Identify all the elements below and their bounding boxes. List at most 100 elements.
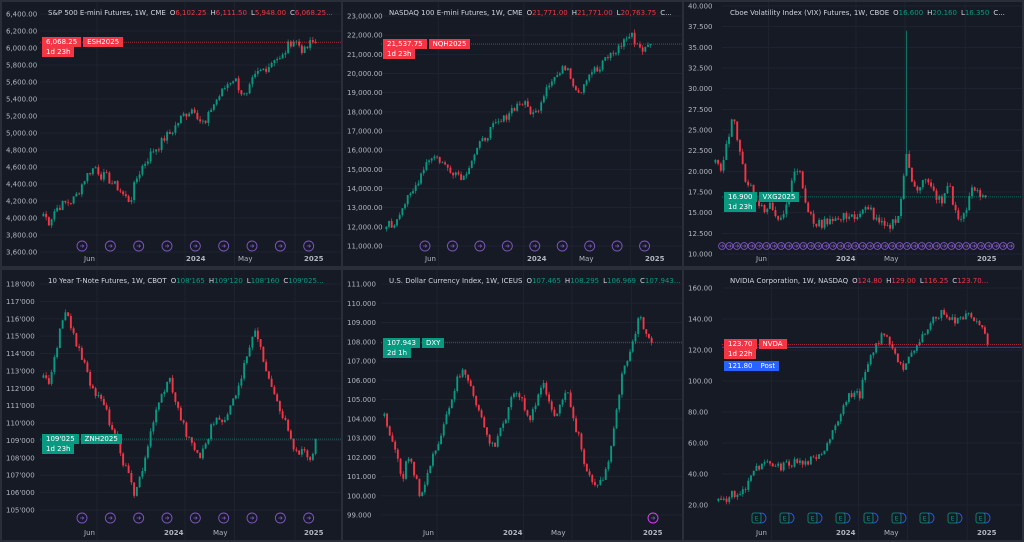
event-marker[interactable] — [888, 242, 897, 250]
event-marker[interactable] — [932, 242, 941, 250]
event-marker[interactable] — [161, 240, 173, 252]
event-marker[interactable] — [792, 242, 800, 250]
symbol-header[interactable]: S&P 500 E-mini Futures, 1W, CME O6,102.25… — [48, 9, 333, 17]
earnings-marker[interactable]: E — [779, 512, 795, 524]
event-marker[interactable] — [104, 512, 116, 524]
earnings-marker[interactable]: E — [751, 512, 767, 524]
earnings-marker[interactable]: E — [835, 512, 851, 524]
event-marker[interactable] — [584, 240, 596, 252]
event-marker[interactable] — [851, 242, 860, 250]
event-marker[interactable] — [821, 242, 830, 250]
event-marker[interactable] — [133, 512, 145, 524]
event-marker[interactable] — [303, 240, 315, 252]
event-marker[interactable] — [747, 242, 756, 250]
event-marker[interactable] — [954, 242, 963, 250]
chart-canvas[interactable]: 6,400.00 6,200.00 6,000.00 5,800.00 5,600.00… — [2, 2, 341, 266]
event-marker[interactable] — [784, 242, 793, 250]
event-marker[interactable] — [133, 240, 145, 252]
event-marker[interactable] — [419, 240, 431, 252]
event-marker[interactable] — [873, 242, 882, 250]
candle — [537, 109, 540, 114]
event-marker[interactable] — [977, 242, 985, 250]
event-marker[interactable] — [161, 512, 173, 524]
symbol-header[interactable]: Cboe Volatility Index (VIX) Futures, 1W,… — [730, 9, 1005, 17]
event-marker[interactable] — [769, 242, 778, 250]
chart-panel-nq[interactable]: 23,000.00 22,000.00 21,000.00 20,000.00 19,0… — [343, 2, 682, 266]
event-marker[interactable] — [76, 240, 88, 252]
earnings-marker[interactable]: E — [807, 512, 823, 524]
event-marker[interactable] — [474, 240, 486, 252]
event-marker[interactable] — [777, 242, 786, 250]
event-marker[interactable] — [218, 240, 230, 252]
symbol-header[interactable]: NASDAQ 100 E-mini Futures, 1W, CME O21,77… — [389, 9, 672, 17]
event-marker[interactable] — [218, 512, 230, 524]
chart-panel-vix[interactable]: 40.000 37.500 35.000 32.500 30.000 27.500 25.0… — [684, 2, 1022, 266]
event-marker[interactable] — [991, 242, 1000, 250]
chart-panel-dxy[interactable]: 111.000 110.000 109.000 108.000 107.000 106.0… — [343, 270, 682, 540]
chart-canvas[interactable]: 40.000 37.500 35.000 32.500 30.000 27.500 25.0… — [684, 2, 1022, 266]
symbol-header[interactable]: NVIDIA Corporation, 1W, NASDAQ O124.80 H12… — [730, 277, 988, 285]
event-marker[interactable] — [866, 242, 874, 250]
event-marker[interactable] — [189, 512, 201, 524]
event-marker[interactable] — [814, 242, 823, 250]
event-marker[interactable] — [274, 240, 286, 252]
event-marker[interactable] — [903, 242, 911, 250]
earnings-marker[interactable]: E — [975, 512, 991, 524]
event-marker[interactable] — [910, 242, 919, 250]
event-marker[interactable] — [940, 242, 948, 250]
event-marker[interactable] — [1006, 242, 1015, 250]
event-marker[interactable] — [639, 240, 651, 252]
chart-canvas[interactable]: 23,000.00 22,000.00 21,000.00 20,000.00 19,0… — [343, 2, 682, 266]
chart-panel-es[interactable]: 6,400.00 6,200.00 6,000.00 5,800.00 5,600.00… — [2, 2, 341, 266]
event-marker[interactable] — [647, 512, 659, 524]
event-marker[interactable] — [799, 242, 808, 250]
event-marker[interactable] — [274, 512, 286, 524]
event-marker[interactable] — [611, 240, 623, 252]
earnings-marker[interactable]: E — [947, 512, 963, 524]
event-marker[interactable] — [501, 240, 513, 252]
chart-canvas[interactable]: 118'000 117'000 116'000 115'000 114'000 113'0… — [2, 270, 341, 540]
event-marker[interactable] — [858, 242, 867, 250]
event-marker[interactable] — [836, 242, 845, 250]
candle — [940, 309, 943, 321]
chart-canvas[interactable]: 111.000 110.000 109.000 108.000 107.000 106.0… — [343, 270, 682, 540]
earnings-marker[interactable]: E — [919, 512, 935, 524]
event-marker[interactable] — [917, 242, 926, 250]
event-marker[interactable] — [725, 242, 734, 250]
event-marker[interactable] — [762, 242, 771, 250]
earnings-marker[interactable]: E — [891, 512, 907, 524]
candle — [888, 336, 891, 347]
earnings-marker[interactable]: E — [863, 512, 879, 524]
event-marker[interactable] — [829, 242, 837, 250]
event-marker[interactable] — [925, 242, 934, 250]
chart-panel-zn[interactable]: 118'000 117'000 116'000 115'000 114'000 113'0… — [2, 270, 341, 540]
event-marker[interactable] — [962, 242, 971, 250]
event-marker[interactable] — [529, 240, 541, 252]
chart-panel-nvda[interactable]: 160.00 140.00 120.00 100.00 80.00 60.00 40.00 2… — [684, 270, 1022, 540]
event-marker[interactable] — [999, 242, 1008, 250]
event-marker[interactable] — [446, 240, 458, 252]
candle — [267, 371, 270, 380]
event-marker[interactable] — [984, 242, 993, 250]
event-marker[interactable] — [718, 242, 726, 250]
event-marker[interactable] — [303, 512, 315, 524]
event-marker[interactable] — [806, 242, 815, 250]
event-marker[interactable] — [740, 242, 749, 250]
event-marker[interactable] — [76, 512, 88, 524]
event-marker[interactable] — [732, 242, 741, 250]
event-marker[interactable] — [246, 240, 258, 252]
event-marker[interactable] — [969, 242, 978, 250]
event-marker[interactable] — [246, 512, 258, 524]
event-marker[interactable] — [895, 242, 904, 250]
event-marker[interactable] — [104, 240, 116, 252]
symbol-header[interactable]: 10 Year T-Note Futures, 1W, CBOT O108'165… — [48, 277, 324, 285]
event-marker[interactable] — [189, 240, 201, 252]
symbol-header[interactable]: U.S. Dollar Currency Index, 1W, ICEUS O10… — [389, 277, 681, 285]
event-marker[interactable] — [880, 242, 889, 250]
chart-canvas[interactable]: 160.00 140.00 120.00 100.00 80.00 60.00 40.00 2… — [684, 270, 1022, 540]
candle — [599, 476, 602, 486]
event-marker[interactable] — [556, 240, 568, 252]
event-marker[interactable] — [755, 242, 763, 250]
event-marker[interactable] — [947, 242, 956, 250]
event-marker[interactable] — [843, 242, 852, 250]
